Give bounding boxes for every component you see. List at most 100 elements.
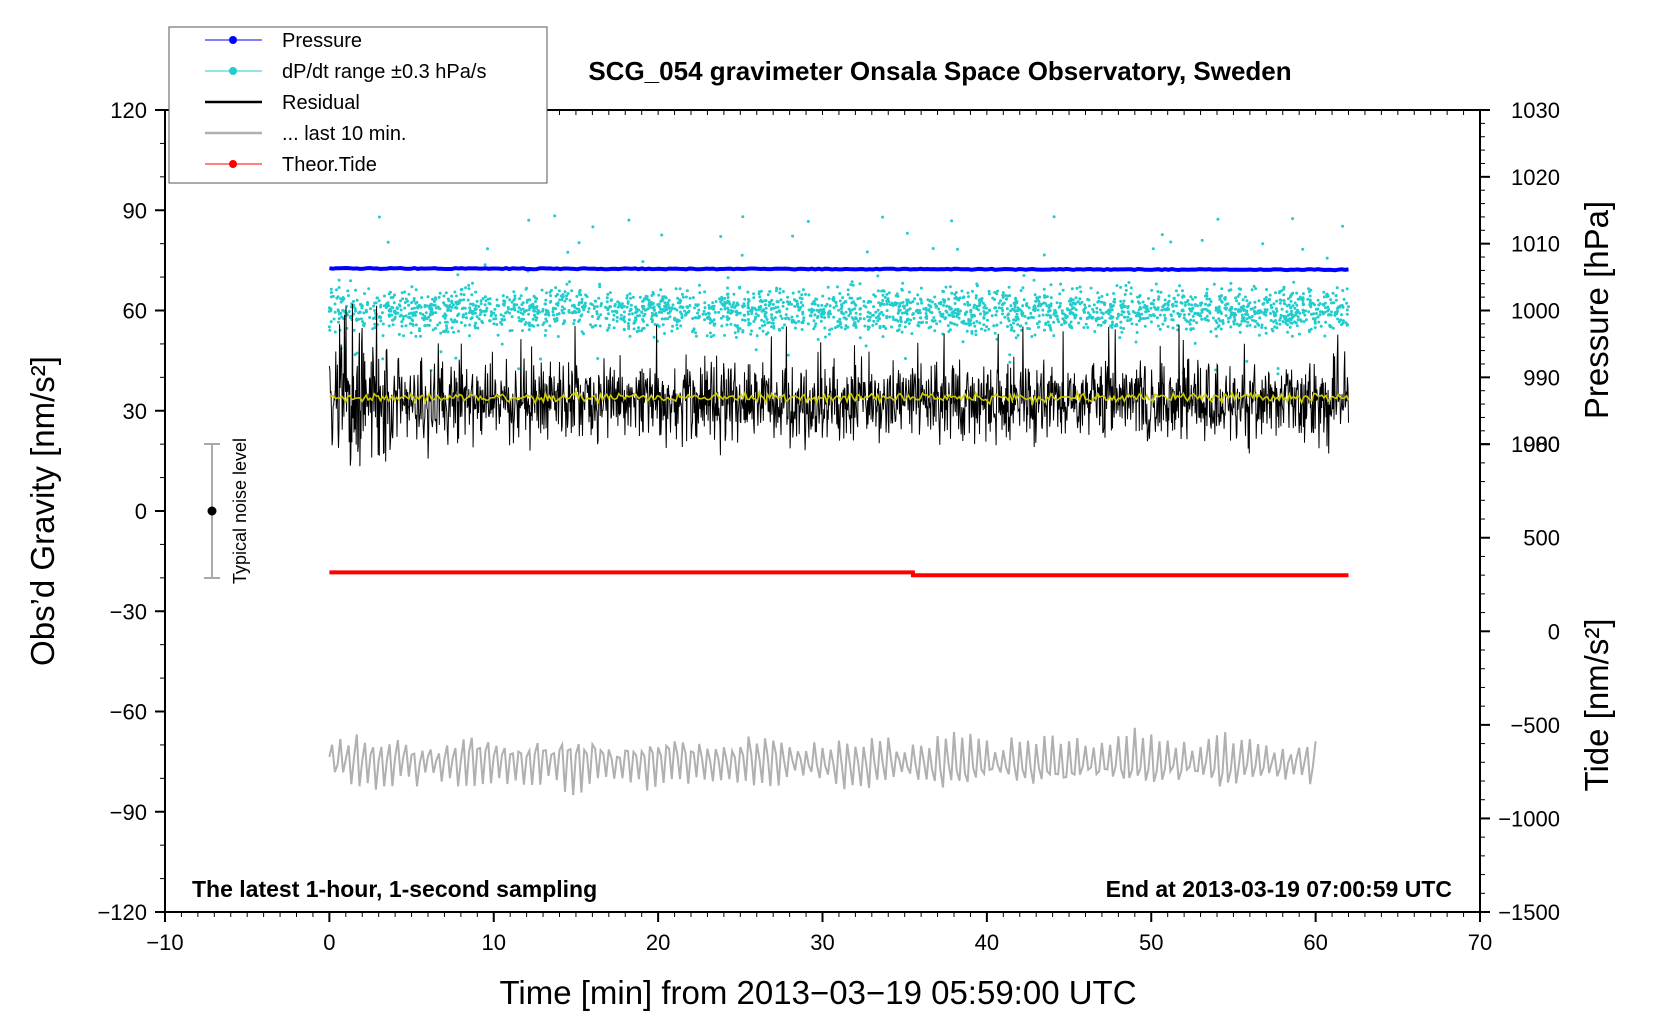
dpdt-point bbox=[347, 294, 350, 298]
dpdt-point bbox=[592, 307, 596, 310]
dpdt-point bbox=[774, 306, 778, 310]
dpdt-point bbox=[1135, 323, 1139, 326]
dpdt-point bbox=[733, 331, 737, 335]
dpdt-point bbox=[531, 317, 535, 321]
dpdt-point bbox=[1042, 287, 1046, 291]
y-tick-label: −120 bbox=[97, 900, 147, 925]
dpdt-point bbox=[1070, 326, 1074, 330]
dpdt-point bbox=[554, 307, 558, 311]
dpdt-point bbox=[535, 316, 539, 320]
tide-tick-label: −1500 bbox=[1498, 900, 1560, 925]
dpdt-point bbox=[1149, 320, 1153, 324]
dpdt-point bbox=[1156, 290, 1160, 293]
dpdt-point bbox=[490, 312, 494, 316]
dpdt-point bbox=[477, 317, 481, 321]
dpdt-point bbox=[801, 312, 805, 316]
dpdt-point bbox=[1075, 286, 1079, 290]
dpdt-point bbox=[410, 301, 414, 305]
dpdt-point bbox=[670, 329, 674, 333]
dpdt-point bbox=[1078, 285, 1082, 289]
dpdt-point bbox=[961, 296, 965, 300]
dpdt-point bbox=[544, 313, 548, 316]
dpdt-point bbox=[1245, 305, 1249, 309]
dpdt-point bbox=[409, 331, 413, 335]
dpdt-point bbox=[1159, 290, 1163, 294]
dpdt-point bbox=[613, 304, 617, 308]
dpdt-point bbox=[1315, 312, 1318, 315]
dpdt-point bbox=[389, 296, 393, 300]
dpdt-point bbox=[609, 299, 613, 303]
dpdt-point bbox=[416, 306, 420, 310]
dpdt-point bbox=[1278, 322, 1282, 326]
dpdt-point bbox=[477, 305, 481, 308]
dpdt-point bbox=[471, 312, 475, 316]
dpdt-point bbox=[426, 295, 430, 299]
dpdt-point bbox=[359, 303, 363, 307]
x-tick-label: 60 bbox=[1303, 930, 1327, 955]
dpdt-point bbox=[1245, 309, 1249, 313]
dpdt-point bbox=[347, 310, 351, 313]
dpdt-point bbox=[797, 290, 801, 294]
dpdt-point bbox=[793, 304, 797, 308]
dpdt-point bbox=[1342, 297, 1346, 301]
dpdt-point bbox=[797, 308, 801, 312]
dpdt-point bbox=[1220, 299, 1224, 303]
dpdt-point bbox=[1336, 317, 1340, 321]
dpdt-point bbox=[793, 298, 796, 302]
dpdt-point bbox=[727, 300, 731, 304]
dpdt-point bbox=[460, 307, 464, 311]
dpdt-point bbox=[758, 295, 762, 299]
dpdt-point bbox=[1334, 298, 1338, 302]
dpdt-point bbox=[1021, 286, 1025, 290]
dpdt-point bbox=[714, 300, 718, 303]
dpdt-point bbox=[339, 297, 343, 301]
dpdt-point bbox=[1232, 322, 1236, 326]
dpdt-point bbox=[1046, 313, 1050, 317]
dpdt-point bbox=[377, 215, 381, 219]
dpdt-point bbox=[1008, 294, 1012, 298]
dpdt-point bbox=[1042, 301, 1046, 305]
dpdt-point bbox=[565, 282, 569, 286]
dpdt-point bbox=[1160, 233, 1164, 237]
dpdt-point bbox=[676, 296, 680, 300]
dpdt-point bbox=[551, 310, 555, 314]
dpdt-point bbox=[1180, 309, 1184, 313]
dpdt-point bbox=[1290, 313, 1294, 317]
dpdt-point bbox=[437, 295, 441, 299]
dpdt-point bbox=[1032, 278, 1036, 282]
dpdt-point bbox=[934, 305, 938, 309]
dpdt-point bbox=[990, 314, 994, 318]
dpdt-point bbox=[659, 288, 663, 292]
dpdt-point bbox=[1066, 308, 1070, 312]
dpdt-point bbox=[1151, 302, 1155, 306]
dpdt-point bbox=[445, 320, 449, 324]
dpdt-point bbox=[590, 325, 594, 329]
dpdt-point bbox=[1217, 306, 1221, 310]
dpdt-point bbox=[1193, 303, 1197, 307]
dpdt-point bbox=[1230, 311, 1234, 315]
dpdt-point bbox=[1001, 291, 1005, 295]
dpdt-point bbox=[341, 298, 345, 302]
dpdt-point bbox=[566, 292, 570, 296]
dpdt-point bbox=[769, 307, 773, 311]
dpdt-point bbox=[446, 330, 450, 334]
dpdt-point bbox=[725, 323, 729, 327]
dpdt-point bbox=[842, 312, 845, 316]
dpdt-point bbox=[1319, 310, 1322, 314]
dpdt-point bbox=[1074, 308, 1078, 312]
dpdt-point bbox=[567, 310, 571, 314]
dpdt-point bbox=[681, 306, 685, 310]
dpdt-point bbox=[622, 304, 626, 308]
dpdt-point bbox=[862, 300, 866, 303]
dpdt-point bbox=[756, 314, 760, 318]
dpdt-point bbox=[746, 290, 750, 294]
dpdt-point bbox=[1253, 300, 1257, 304]
dpdt-point bbox=[1209, 300, 1213, 304]
dpdt-point bbox=[519, 294, 523, 298]
dpdt-point bbox=[1269, 312, 1272, 315]
dpdt-point bbox=[328, 328, 332, 332]
dpdt-point bbox=[355, 318, 359, 322]
dpdt-point bbox=[1149, 306, 1153, 310]
dpdt-point bbox=[1012, 318, 1016, 322]
tide-tick-label: −1000 bbox=[1498, 806, 1560, 831]
